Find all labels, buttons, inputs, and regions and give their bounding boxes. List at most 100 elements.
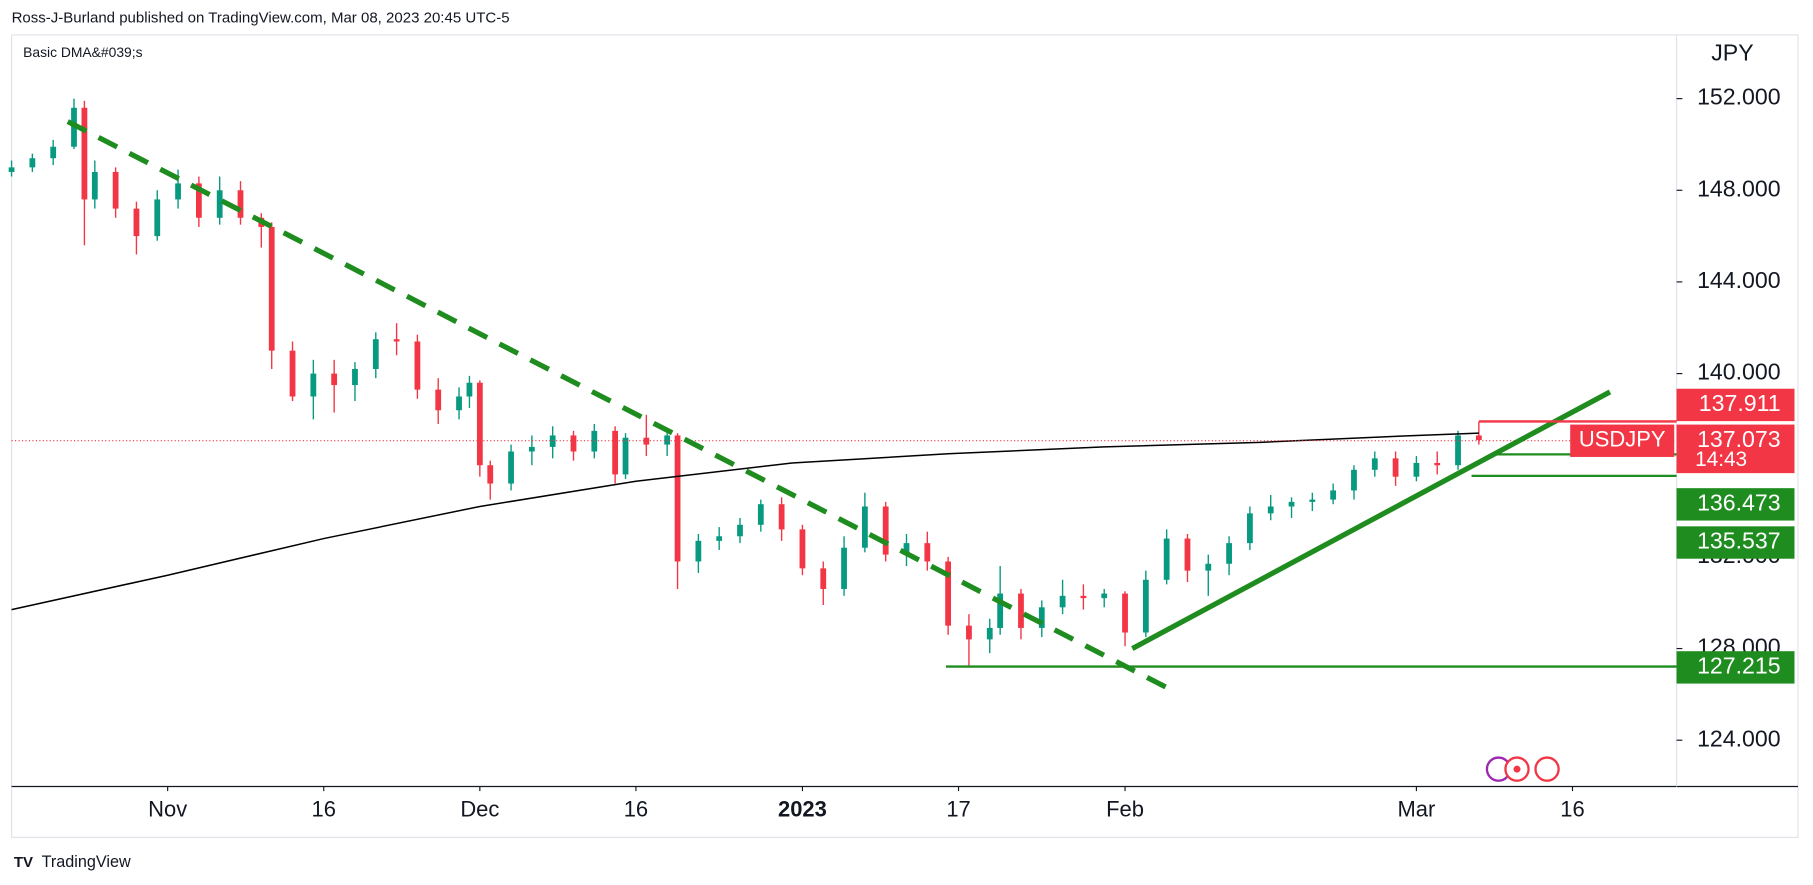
candle-body: [1205, 563, 1212, 571]
candle-body: [1059, 595, 1066, 608]
candle-body: [528, 446, 535, 452]
candle-body: [903, 543, 910, 555]
candle-body: [1142, 579, 1149, 633]
candle-body: [695, 540, 702, 562]
header: Ross-J-Burland published on TradingView.…: [12, 10, 510, 27]
candle-body: [175, 183, 181, 200]
countdown-label: 14:43: [1695, 448, 1747, 471]
candle-body: [1163, 538, 1170, 580]
candle-body: [466, 382, 473, 397]
candle-body: [1018, 593, 1024, 628]
y-tick-label: 148.000: [1697, 175, 1781, 201]
candle-body: [289, 350, 296, 397]
currency-label: JPY: [1711, 40, 1753, 66]
x-tick-label: Feb: [1106, 797, 1144, 822]
candle-body: [476, 382, 483, 466]
price-label-box: [1676, 651, 1795, 684]
candle-body: [924, 543, 931, 562]
candle-body: [1371, 458, 1378, 470]
candle-body: [757, 504, 764, 525]
candle-body: [882, 506, 889, 555]
x-tick-label: 16: [624, 797, 648, 822]
x-tick-label: Mar: [1398, 797, 1436, 822]
chart-frame: [10, 34, 1799, 838]
candle-body: [154, 199, 161, 237]
candle-body: [331, 373, 338, 386]
candle-body: [133, 208, 140, 237]
trend-line: [1131, 389, 1612, 651]
candle-body: [1330, 490, 1337, 500]
candle-body: [352, 369, 358, 386]
candle-body: [393, 339, 400, 342]
event-icon: [1534, 756, 1560, 782]
price-label: 135.537: [1697, 528, 1781, 554]
dma-line: [11, 432, 1479, 611]
symbol-box: [1570, 424, 1675, 457]
candle-body: [29, 158, 36, 168]
y-tick-label: 124.000: [1697, 725, 1781, 751]
candle-body: [456, 396, 462, 411]
footer: TradingView: [42, 853, 131, 871]
candle-body: [966, 625, 972, 640]
candle-body: [1392, 458, 1399, 477]
candle-body: [841, 547, 847, 589]
y-tick-label: 152.000: [1697, 84, 1781, 110]
candle-body: [1267, 506, 1274, 514]
candle-body: [1434, 462, 1441, 466]
last-price-label: 137.073: [1697, 426, 1781, 452]
candle-body: [612, 430, 619, 475]
candle-body: [861, 506, 868, 548]
candle-body: [799, 529, 806, 569]
candle-body: [945, 561, 952, 626]
events: [1485, 756, 1560, 782]
candle-body: [820, 568, 827, 589]
candle-body: [1351, 469, 1357, 491]
candle-body: [487, 465, 494, 484]
candle-body: [1101, 593, 1108, 599]
candle-body: [1080, 595, 1087, 599]
candle-body: [268, 226, 275, 351]
x-tick-label: 16: [312, 797, 336, 822]
candle-body: [81, 107, 88, 200]
candle-body: [1038, 607, 1045, 628]
candle-body: [737, 524, 743, 537]
price-label-box: [1676, 488, 1795, 521]
candle-body: [1309, 499, 1316, 502]
x-tick-label: 2023: [778, 797, 827, 822]
candle-body: [997, 593, 1004, 628]
last-price-box: [1676, 424, 1795, 474]
candle-body: [1247, 513, 1253, 544]
candle-body: [1226, 543, 1232, 564]
price-label-box: [1676, 526, 1795, 559]
candle-body: [1475, 435, 1482, 441]
x-tick-label: 16: [1560, 797, 1584, 822]
candle-body: [716, 536, 723, 541]
candle-body: [195, 183, 202, 218]
candle-body: [1122, 593, 1128, 633]
candle-body: [570, 435, 577, 452]
candle-body: [91, 171, 98, 200]
price-label: 136.473: [1697, 489, 1781, 515]
candle-body: [986, 627, 993, 640]
candle-body: [435, 389, 442, 411]
candle-body: [674, 435, 681, 562]
symbol-label: USDJPY: [1579, 427, 1666, 452]
candle-body: [216, 190, 223, 218]
footer-logo: TV: [14, 854, 33, 871]
y-tick-label: 144.000: [1697, 267, 1781, 293]
candle-body: [237, 190, 244, 218]
event-icon: [1513, 765, 1521, 773]
candle-body: [1455, 435, 1461, 466]
candle-body: [1413, 462, 1420, 477]
candle-body: [778, 504, 785, 530]
candle-body: [622, 437, 629, 475]
y-tick-label: 140.000: [1697, 359, 1781, 385]
candle-body: [50, 146, 57, 159]
price-label-box: [1676, 388, 1795, 422]
indicator-label: Basic DMA&#039;s: [23, 44, 142, 60]
candle-body: [1288, 501, 1295, 507]
candle-body: [372, 339, 379, 370]
price-label: 137.911: [1699, 390, 1781, 416]
trend-line: [66, 119, 1168, 690]
